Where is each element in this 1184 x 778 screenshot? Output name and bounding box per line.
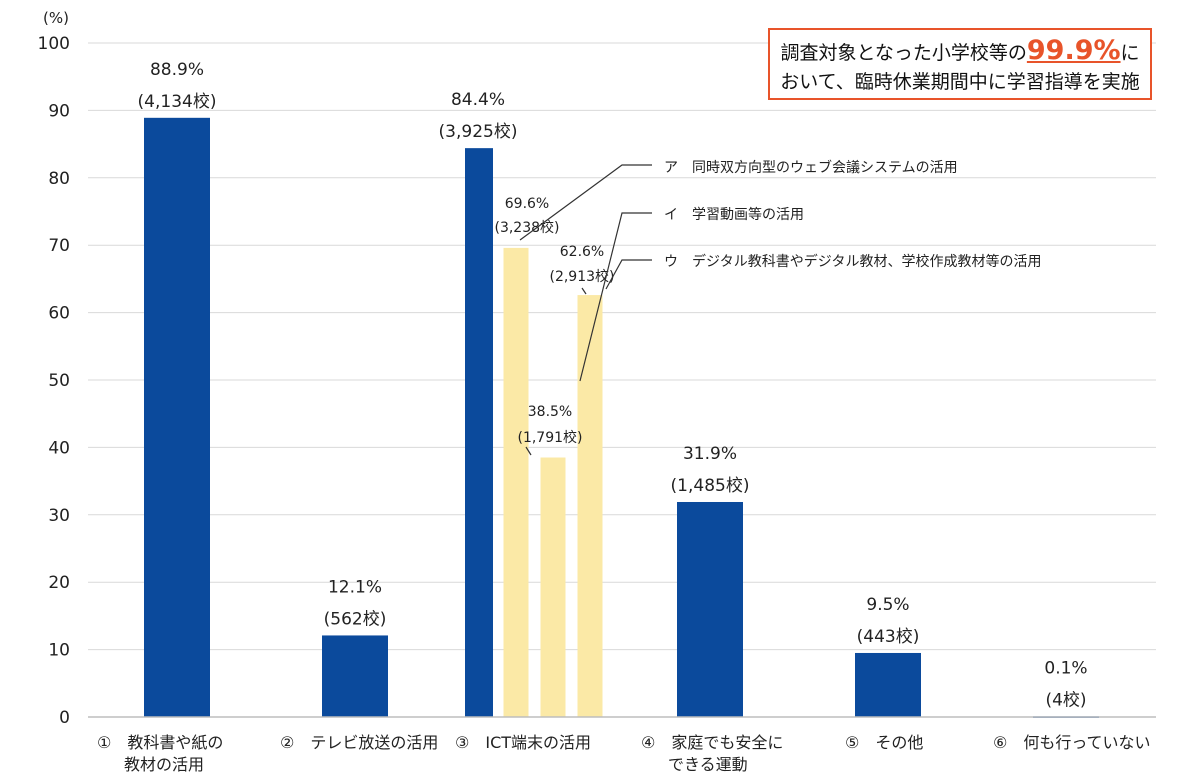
y-tick-label: 100 xyxy=(38,34,70,54)
bar-count-label: (4校) xyxy=(1045,690,1086,710)
y-tick-label: 0 xyxy=(59,708,70,728)
y-tick-label: 30 xyxy=(48,506,70,526)
bar-value-label: 84.4% xyxy=(451,90,505,110)
category-label: ④ 家庭でも安全に xyxy=(641,733,783,752)
sub-series-legend-label: ウ デジタル教科書やデジタル教材、学校作成教材等の活用 xyxy=(664,253,1041,270)
y-tick-label: 90 xyxy=(48,101,70,121)
sub-series-legend-label: イ 学習動画等の活用 xyxy=(664,206,804,223)
y-tick-label: 60 xyxy=(48,304,70,324)
y-tick-label: 20 xyxy=(48,573,70,593)
sub-bar-value-label: 38.5% xyxy=(528,404,572,420)
bar-4 xyxy=(677,501,743,717)
category-label: ⑥ 何も行っていない xyxy=(993,733,1151,752)
bar-count-label: (3,925校) xyxy=(439,122,518,142)
sub-bar-value-label: 69.6% xyxy=(505,196,549,212)
bar-value-label: 12.1% xyxy=(328,577,382,597)
leader-line-3 xyxy=(605,259,652,290)
y-tick-label: 50 xyxy=(48,371,70,391)
bar-count-label: (443校) xyxy=(857,627,920,647)
bar-1 xyxy=(144,117,210,717)
leader-line-2 xyxy=(579,212,652,382)
y-tick-label: 40 xyxy=(48,438,70,458)
callout-line-1: 調査対象となった小学校等の99.9%に xyxy=(770,36,1150,68)
y-tick-label: 70 xyxy=(48,236,70,256)
bar-2 xyxy=(322,635,388,717)
bar-count-label: (4,134校) xyxy=(138,92,217,112)
category-label: ② テレビ放送の活用 xyxy=(280,733,438,752)
sub-bar-value-label: 62.6% xyxy=(560,244,604,260)
summary-callout-box: 調査対象となった小学校等の99.9%に おいて、臨時休業期間中に学習指導を実施 xyxy=(768,28,1152,100)
sub-series-legend-label: ア 同時双方向型のウェブ会議システムの活用 xyxy=(664,159,958,176)
bar-value-label: 88.9% xyxy=(150,60,204,80)
sub-bar-2 xyxy=(540,457,566,717)
sub-bar-1 xyxy=(503,247,529,717)
bar-count-label: (1,485校) xyxy=(671,476,750,496)
leader-tick-62 xyxy=(581,287,587,295)
category-label: ③ ICT端末の活用 xyxy=(455,733,591,752)
leader-tick-38 xyxy=(525,446,532,456)
leader-line-1 xyxy=(519,164,652,241)
category-label: 教材の活用 xyxy=(124,755,204,774)
y-unit-label: (%) xyxy=(43,9,69,27)
category-label: できる運動 xyxy=(668,755,748,774)
bar-value-label: 9.5% xyxy=(866,595,909,615)
callout-text-post: に xyxy=(1120,42,1140,64)
callout-highlight-percent: 99.9% xyxy=(1026,35,1121,66)
callout-line-2: おいて、臨時休業期間中に学習指導を実施 xyxy=(780,71,1140,93)
sub-bar-count-label: (1,791校) xyxy=(517,429,582,446)
category-label: ⑤ その他 xyxy=(845,733,923,752)
category-label: ① 教科書や紙の xyxy=(97,733,223,752)
callout-text-pre: 調査対象となった小学校等の xyxy=(780,42,1027,64)
bar-3 xyxy=(465,148,493,718)
y-tick-label: 10 xyxy=(48,641,70,661)
sub-bar-count-label: (2,913校) xyxy=(549,268,614,285)
sub-bar-count-label: (3,238校) xyxy=(494,219,559,236)
bar-count-label: (562校) xyxy=(324,609,387,629)
y-tick-label: 80 xyxy=(48,169,70,189)
bar-value-label: 31.9% xyxy=(683,444,737,464)
bar-value-label: 0.1% xyxy=(1044,658,1087,678)
bar-5 xyxy=(855,652,921,717)
sub-bar-3 xyxy=(577,295,603,717)
